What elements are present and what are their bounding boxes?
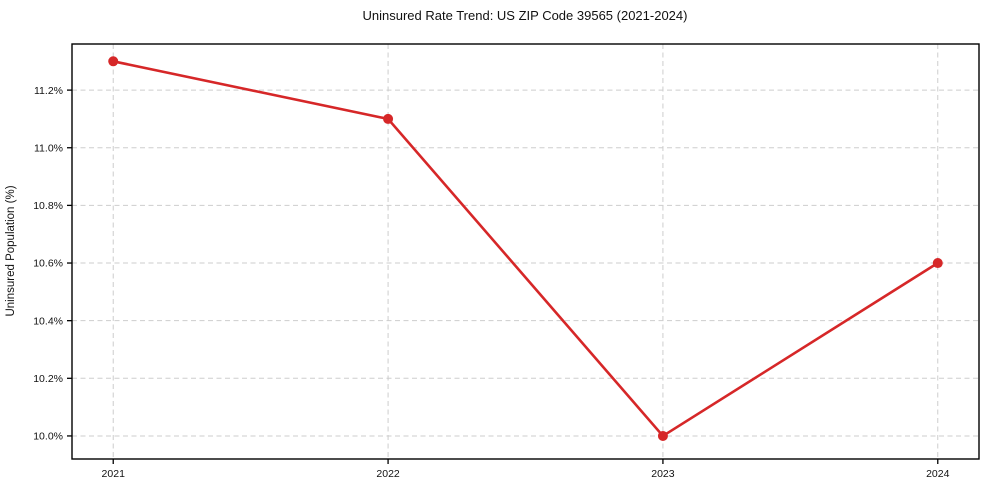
- y-axis-label: Uninsured Population (%): [5, 185, 17, 316]
- data-point: [657, 430, 668, 441]
- x-tick-label: 2022: [376, 468, 400, 480]
- data-point: [932, 258, 943, 269]
- x-tick-label: 2024: [926, 468, 950, 480]
- y-tick-label: 11.0%: [34, 142, 63, 154]
- y-tick-label: 10.8%: [33, 200, 63, 212]
- plot-area: 10.0% 10.2% 10.4% 10.6% 10.8% 11.0% 11.2% 2021 2…: [33, 43, 980, 480]
- data-point: [108, 56, 119, 67]
- x-tick-label: 2023: [651, 468, 675, 480]
- y-tick-label: 10.2%: [33, 373, 63, 385]
- y-tick-label: 10.4%: [33, 315, 63, 327]
- y-tick-label: 10.6%: [33, 258, 63, 270]
- plot-border: [71, 43, 980, 460]
- y-tick-label: 11.2%: [34, 85, 63, 97]
- y-tick-label: 10.0%: [33, 431, 63, 443]
- x-tick-label: 2021: [102, 468, 126, 480]
- data-line: [111, 59, 940, 438]
- data-point: [383, 113, 394, 124]
- chart-title: Uninsured Rate Trend: US ZIP Code 39565 …: [363, 8, 688, 23]
